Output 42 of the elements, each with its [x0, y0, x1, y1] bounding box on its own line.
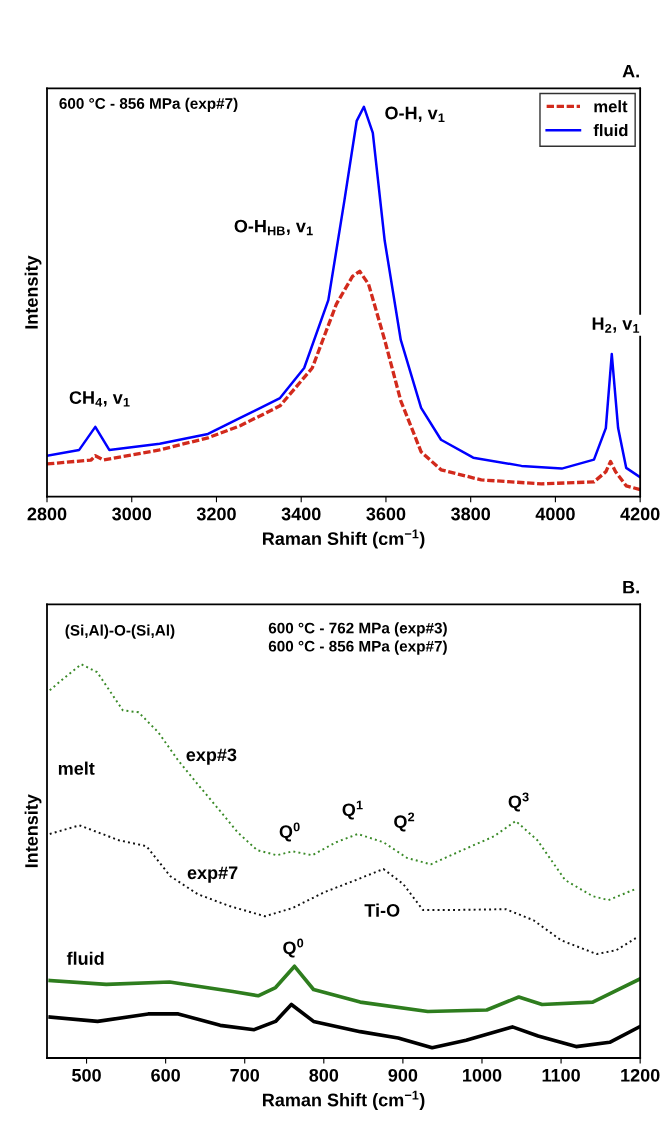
annotation: 600 °C - 856 MPa (exp#7) — [59, 97, 238, 112]
y-axis-title: Intensity — [24, 794, 42, 868]
x-tick-label: 3200 — [196, 507, 236, 521]
text: 600 °C - 762 MPa (exp#3) — [268, 622, 447, 637]
annotation: Ti-O — [364, 903, 400, 917]
annotation: exp#3 — [186, 748, 237, 765]
annotation: Q$^{2}$ — [394, 812, 415, 832]
annotation: H$_{2}$, v$_{1}$ — [592, 317, 640, 333]
x-tick-label: 900 — [388, 1068, 418, 1082]
x-tick-label: 1200 — [621, 1068, 660, 1082]
x-tick-label: 3600 — [366, 507, 406, 521]
annotation: O-H, v$_{1}$ — [385, 106, 445, 123]
x-tick-label: 800 — [309, 1068, 339, 1082]
x-tick-label: 600 — [151, 1068, 180, 1082]
legend-label: melt — [594, 100, 628, 113]
text: 600 °C - 856 MPa (exp#7) — [268, 640, 447, 655]
x-tick-label: 500 — [72, 1068, 101, 1082]
x-tick-label: 700 — [230, 1068, 260, 1082]
annotation: Q$^{3}$ — [508, 792, 529, 812]
annotation: Q$^{0}$ — [279, 822, 300, 842]
y-axis-title: Intensity — [24, 255, 42, 329]
x-tick-label: 3000 — [112, 507, 152, 521]
text: (Si,Al)-O-(Si,Al) — [65, 624, 175, 639]
annotation: Q$^{0}$ — [283, 938, 304, 958]
annotation: Q$^{1}$ — [342, 800, 363, 820]
x-tick-label: 3800 — [451, 507, 491, 521]
x-axis-title: Raman Shift (cm$^{−1}$) — [262, 1090, 425, 1110]
x-tick-label: 1000 — [463, 1068, 502, 1082]
chart-title: B. — [623, 580, 639, 594]
annotation: fluid — [66, 951, 104, 965]
annotation: O-H$_{HB}$, v$_{1}$ — [234, 219, 313, 236]
x-tick-label: 2800 — [27, 507, 67, 521]
x-tick-label: 4000 — [535, 507, 575, 521]
x-tick-label: 1100 — [542, 1068, 580, 1082]
legend-label: fluid — [593, 123, 628, 137]
x-tick-label: 4200 — [620, 507, 660, 521]
x-axis-title: Raman Shift (cm$^{−1}$) — [262, 529, 425, 549]
chart-title: A. — [622, 64, 639, 78]
annotation: exp#7 — [187, 866, 238, 883]
annotation: melt — [58, 761, 95, 775]
x-tick-label: 3400 — [281, 507, 321, 521]
annotation: CH$_{4}$, v$_{1}$ — [69, 391, 130, 407]
